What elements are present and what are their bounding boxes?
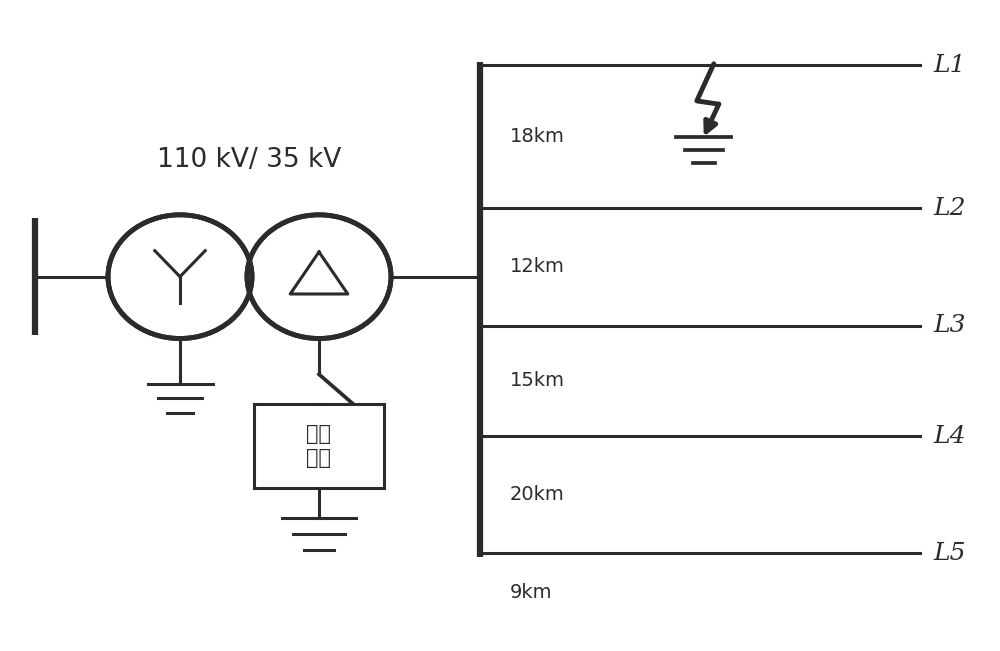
Text: 12km: 12km (510, 257, 565, 277)
Text: L1: L1 (933, 53, 966, 77)
Text: L3: L3 (933, 314, 966, 337)
Ellipse shape (108, 215, 252, 339)
Text: 110 kV/ 35 kV: 110 kV/ 35 kV (157, 146, 342, 173)
Text: 9km: 9km (510, 583, 552, 602)
Text: L2: L2 (933, 197, 966, 220)
Text: 18km: 18km (510, 127, 565, 146)
Text: 消弧
线圈: 消弧 线圈 (306, 424, 331, 467)
Bar (254, 404, 384, 488)
Ellipse shape (247, 215, 391, 339)
Text: 20km: 20km (510, 485, 565, 505)
Text: L4: L4 (933, 424, 966, 448)
Text: 15km: 15km (510, 371, 565, 391)
Text: L5: L5 (933, 542, 966, 565)
